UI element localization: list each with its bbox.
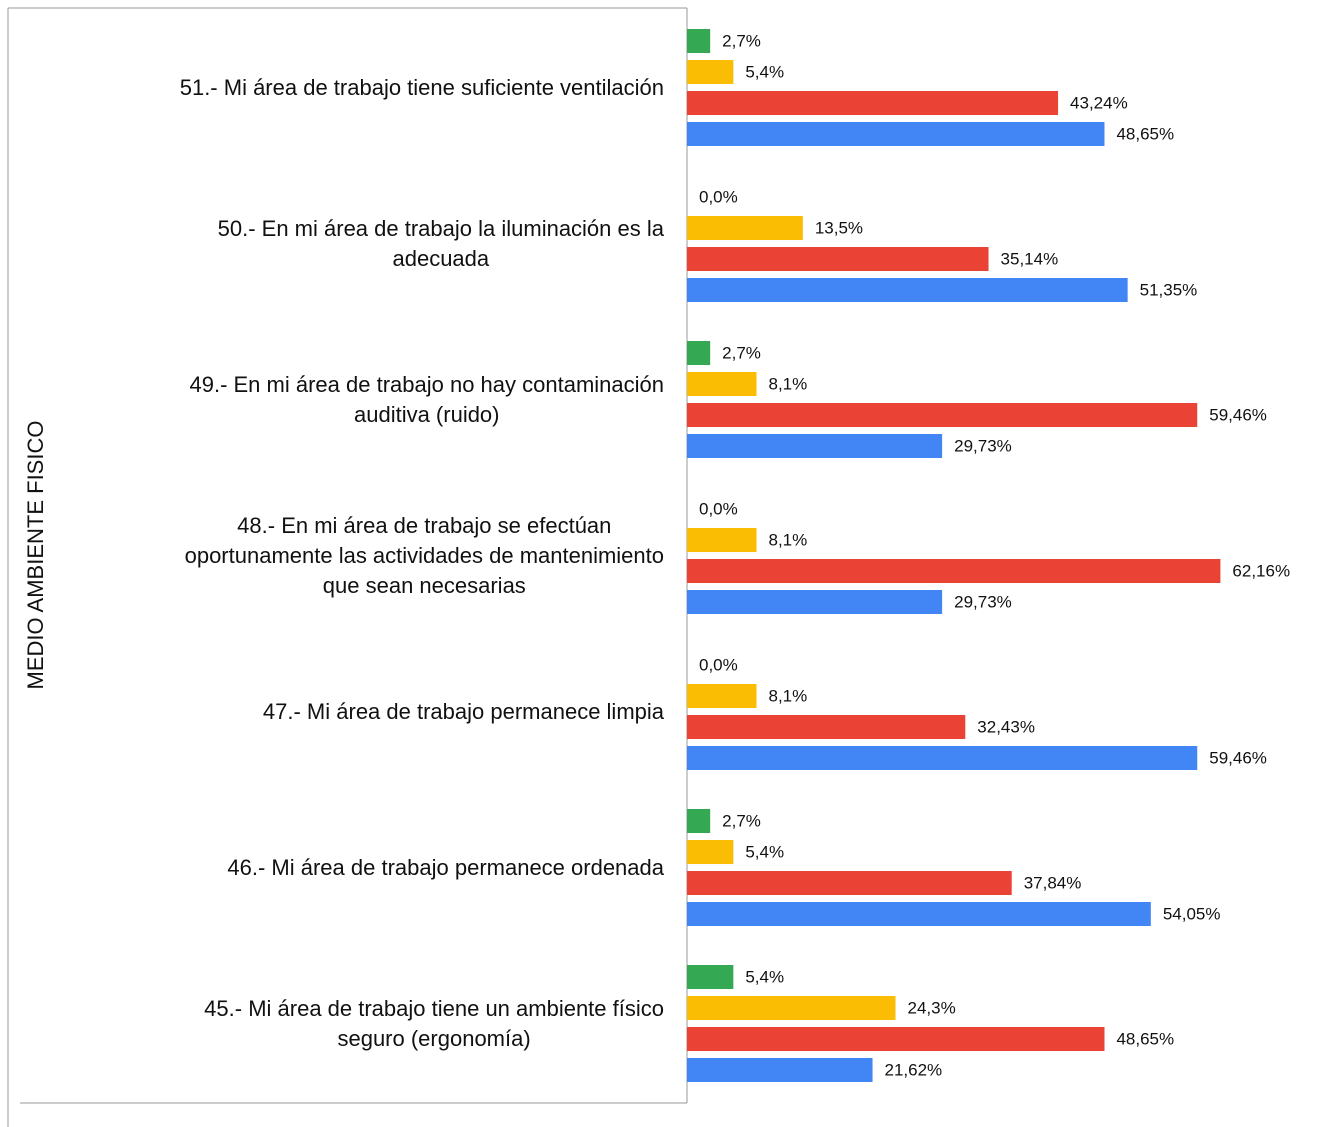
bar [687,60,734,84]
value-label: 62,16% [1232,561,1290,580]
bar [687,29,711,53]
value-label: 54,05% [1163,904,1221,923]
bar [687,746,1198,770]
value-label: 5,4% [745,62,784,81]
bar [687,965,734,989]
value-label: 32,43% [977,717,1035,736]
value-label: 59,46% [1209,748,1267,767]
value-label: 21,62% [885,1060,943,1079]
bar [687,247,989,271]
value-label: 5,4% [745,842,784,861]
bar [687,840,734,864]
bar [687,434,943,458]
bar [687,216,803,240]
value-label: 29,73% [954,436,1012,455]
category-label: 51.- Mi área de trabajo tiene suficiente… [179,74,664,100]
value-label: 5,4% [745,967,784,986]
bar [687,996,896,1020]
bar [687,1027,1105,1051]
value-label: 2,7% [722,811,761,830]
category-label: 46.- Mi área de trabajo permanece ordena… [227,854,664,880]
bar [687,91,1059,115]
bar [687,809,711,833]
bar [687,122,1105,146]
value-label: 2,7% [722,343,761,362]
category-label: 48.- En mi área de trabajo se efectúan o… [184,512,664,598]
category-label: 50.- En mi área de trabajo la iluminació… [217,215,664,271]
bar [687,528,757,552]
value-label: 0,0% [699,187,738,206]
bar [687,1058,873,1082]
value-label: 8,1% [769,374,808,393]
value-label: 43,24% [1070,93,1128,112]
value-label: 59,46% [1209,405,1267,424]
bar [687,715,966,739]
category-label: 47.- Mi área de trabajo permanece limpia [262,698,664,724]
value-label: 0,0% [699,655,738,674]
value-label: 0,0% [699,499,738,518]
bar [687,559,1221,583]
bar [687,684,757,708]
value-label: 29,73% [954,592,1012,611]
bar [687,372,757,396]
value-label: 48,65% [1116,124,1174,143]
category-label: 45.- Mi área de trabajo tiene un ambient… [204,995,664,1051]
bar [687,278,1128,302]
value-label: 35,14% [1001,249,1059,268]
bar [687,902,1151,926]
bar [687,871,1012,895]
value-label: 2,7% [722,31,761,50]
value-label: 8,1% [769,686,808,705]
value-label: 8,1% [769,530,808,549]
value-label: 24,3% [908,998,956,1017]
value-label: 13,5% [815,218,863,237]
bar [687,403,1198,427]
category-label: 49.- En mi área de trabajo no hay contam… [189,371,664,427]
value-label: 51,35% [1140,280,1198,299]
axis-title: MEDIO AMBIENTE FISICO [23,421,48,690]
bar [687,341,711,365]
value-label: 48,65% [1116,1029,1174,1048]
value-label: 37,84% [1024,873,1082,892]
bar [687,590,943,614]
